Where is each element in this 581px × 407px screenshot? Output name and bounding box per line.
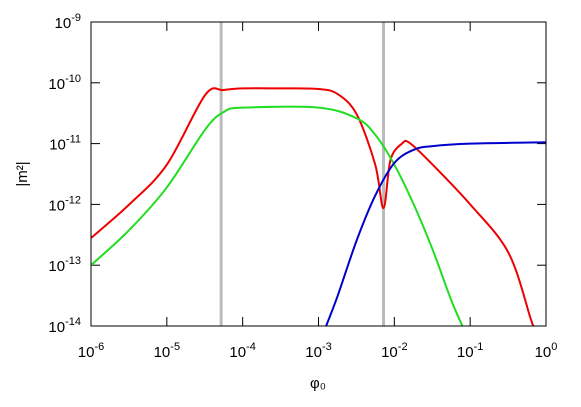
x-axis-title: φ₀ xyxy=(310,375,326,392)
y-tick-label: 10-9 xyxy=(55,12,81,32)
x-tick-label: 10-6 xyxy=(78,341,104,361)
y-tick-label: 10-13 xyxy=(48,255,81,275)
data-line xyxy=(325,141,546,326)
y-tick-label: 10-10 xyxy=(48,73,81,93)
y-axis-title: |m²| xyxy=(14,161,31,186)
y-tick-label: 10-14 xyxy=(48,316,81,336)
y-tick-label: 10-12 xyxy=(48,194,81,214)
data-line xyxy=(91,87,535,326)
x-tick-label: 10-2 xyxy=(381,341,407,361)
x-tick-label: 10-3 xyxy=(305,341,331,361)
x-tick-label: 10-4 xyxy=(229,341,255,361)
plot-area xyxy=(91,87,546,326)
data-line xyxy=(91,105,464,326)
x-tick-label: 10-1 xyxy=(457,341,483,361)
x-tick-label: 10-5 xyxy=(154,341,180,361)
x-tick-label: 100 xyxy=(535,341,558,361)
y-tick-label: 10-11 xyxy=(49,134,81,154)
plot-frame xyxy=(90,21,547,327)
